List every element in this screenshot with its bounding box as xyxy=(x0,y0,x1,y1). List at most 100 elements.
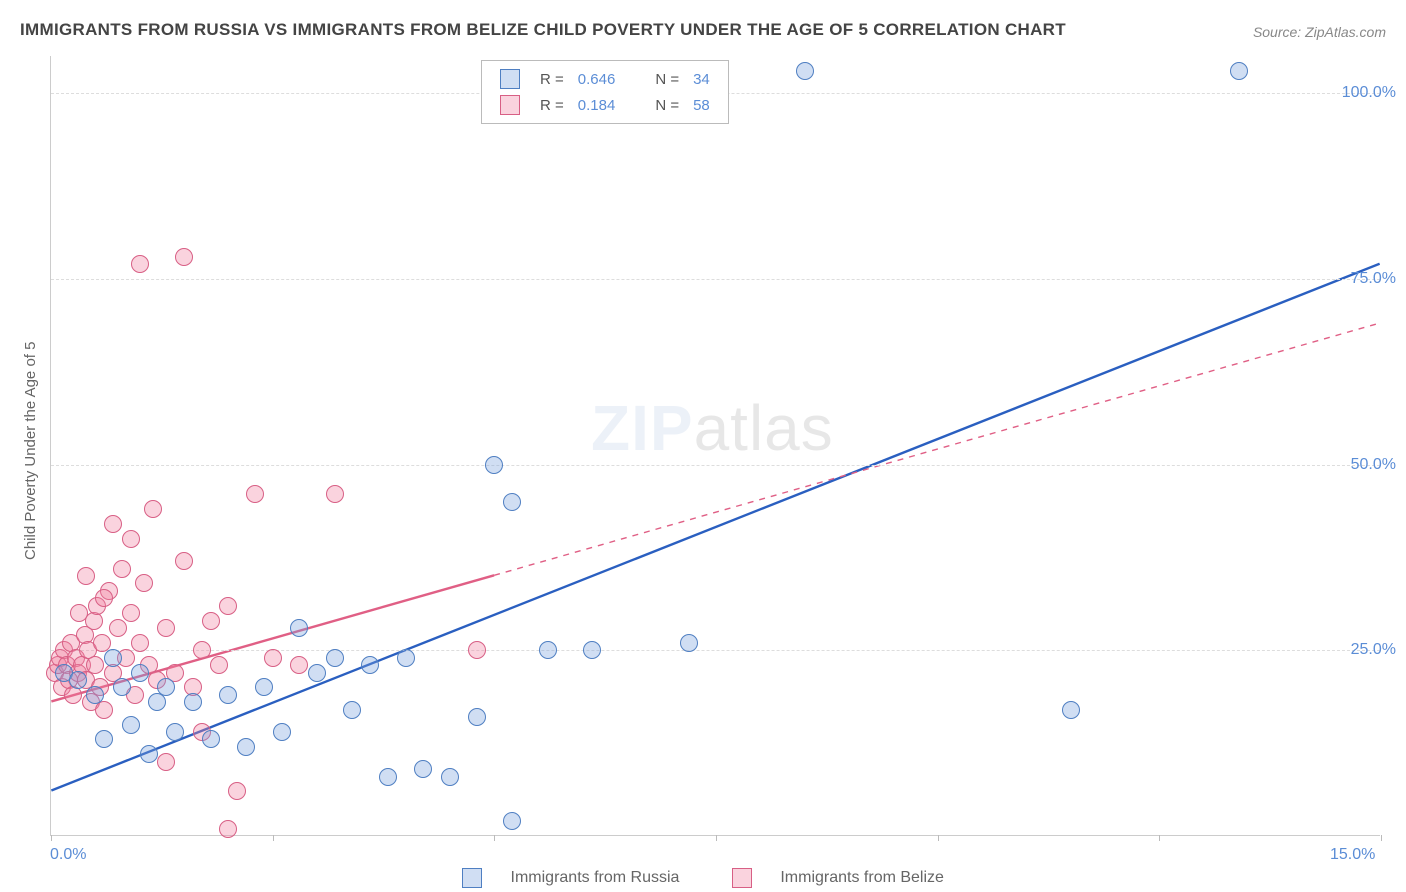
scatter-point-russia xyxy=(184,693,202,711)
scatter-point-russia xyxy=(157,678,175,696)
trend-lines xyxy=(51,56,1380,835)
scatter-point-belize xyxy=(131,634,149,652)
x-tick-mark xyxy=(273,835,274,841)
scatter-point-russia xyxy=(468,708,486,726)
scatter-point-russia xyxy=(290,619,308,637)
scatter-point-russia xyxy=(255,678,273,696)
legend-row: R =0.646N =34 xyxy=(494,67,716,91)
scatter-point-russia xyxy=(343,701,361,719)
scatter-point-russia xyxy=(69,671,87,689)
scatter-point-russia xyxy=(796,62,814,80)
scatter-point-belize xyxy=(131,255,149,273)
legend-row: R =0.184N =58 xyxy=(494,93,716,117)
r-label: R = xyxy=(534,93,570,117)
scatter-point-russia xyxy=(86,686,104,704)
scatter-point-belize xyxy=(104,515,122,533)
n-value: 58 xyxy=(687,93,716,117)
scatter-point-belize xyxy=(109,619,127,637)
series-legend: Immigrants from Russia Immigrants from B… xyxy=(0,868,1406,888)
x-tick-mark xyxy=(716,835,717,841)
y-tick-100: 100.0% xyxy=(1342,84,1396,102)
r-value: 0.646 xyxy=(572,67,622,91)
scatter-point-belize xyxy=(77,567,95,585)
scatter-point-belize xyxy=(157,753,175,771)
scatter-point-russia xyxy=(219,686,237,704)
scatter-point-russia xyxy=(1230,62,1248,80)
legend-label-russia: Immigrants from Russia xyxy=(511,869,680,886)
scatter-point-russia xyxy=(539,641,557,659)
scatter-point-russia xyxy=(113,678,131,696)
scatter-point-russia xyxy=(441,768,459,786)
watermark-atlas: atlas xyxy=(694,392,834,464)
scatter-point-russia xyxy=(308,664,326,682)
gridline xyxy=(51,465,1380,466)
scatter-point-belize xyxy=(157,619,175,637)
scatter-point-belize xyxy=(210,656,228,674)
trend-line xyxy=(51,264,1379,791)
scatter-point-belize xyxy=(290,656,308,674)
scatter-point-russia xyxy=(122,716,140,734)
y-axis-label: Child Poverty Under the Age of 5 xyxy=(22,342,39,560)
scatter-point-russia xyxy=(326,649,344,667)
scatter-point-belize xyxy=(175,552,193,570)
x-tick-15: 15.0% xyxy=(1330,846,1375,864)
x-tick-mark xyxy=(1159,835,1160,841)
r-value: 0.184 xyxy=(572,93,622,117)
x-tick-mark xyxy=(51,835,52,841)
scatter-point-russia xyxy=(503,812,521,830)
legend-label-belize: Immigrants from Belize xyxy=(780,869,944,886)
scatter-point-russia xyxy=(503,493,521,511)
chart-title: IMMIGRANTS FROM RUSSIA VS IMMIGRANTS FRO… xyxy=(20,20,1066,40)
scatter-point-russia xyxy=(485,456,503,474)
scatter-point-russia xyxy=(166,723,184,741)
scatter-point-russia xyxy=(237,738,255,756)
x-tick-mark xyxy=(1381,835,1382,841)
source-attribution: Source: ZipAtlas.com xyxy=(1253,24,1386,40)
r-label: R = xyxy=(534,67,570,91)
scatter-point-russia xyxy=(202,730,220,748)
legend-swatch xyxy=(500,69,520,89)
legend-item-russia: Immigrants from Russia xyxy=(450,869,696,886)
scatter-point-belize xyxy=(219,820,237,838)
gridline xyxy=(51,279,1380,280)
legend-item-belize: Immigrants from Belize xyxy=(720,869,956,886)
scatter-point-russia xyxy=(379,768,397,786)
scatter-point-russia xyxy=(680,634,698,652)
scatter-point-belize xyxy=(264,649,282,667)
x-tick-mark xyxy=(938,835,939,841)
scatter-point-belize xyxy=(468,641,486,659)
scatter-point-belize xyxy=(144,500,162,518)
scatter-point-belize xyxy=(246,485,264,503)
y-tick-75: 75.0% xyxy=(1351,270,1396,288)
correlation-legend: R =0.646N =34R =0.184N =58 xyxy=(481,60,729,124)
scatter-point-belize xyxy=(202,612,220,630)
scatter-point-belize xyxy=(228,782,246,800)
scatter-point-russia xyxy=(583,641,601,659)
scatter-plot-area: ZIPatlas R =0.646N =34R =0.184N =58 xyxy=(50,56,1380,836)
scatter-point-russia xyxy=(414,760,432,778)
watermark: ZIPatlas xyxy=(591,391,834,465)
scatter-point-russia xyxy=(1062,701,1080,719)
scatter-point-belize xyxy=(122,530,140,548)
scatter-point-russia xyxy=(95,730,113,748)
scatter-point-belize xyxy=(193,641,211,659)
y-tick-50: 50.0% xyxy=(1351,456,1396,474)
scatter-point-belize xyxy=(326,485,344,503)
scatter-point-russia xyxy=(397,649,415,667)
scatter-point-belize xyxy=(86,656,104,674)
trend-line xyxy=(494,323,1380,575)
x-tick-mark xyxy=(494,835,495,841)
scatter-point-russia xyxy=(361,656,379,674)
scatter-point-belize xyxy=(122,604,140,622)
legend-swatch-belize xyxy=(732,868,752,888)
scatter-point-belize xyxy=(175,248,193,266)
legend-swatch-russia xyxy=(462,868,482,888)
x-tick-0: 0.0% xyxy=(50,846,86,864)
n-label: N = xyxy=(649,67,685,91)
watermark-zip: ZIP xyxy=(591,392,694,464)
legend-swatch xyxy=(500,95,520,115)
scatter-point-russia xyxy=(273,723,291,741)
scatter-point-belize xyxy=(95,589,113,607)
scatter-point-russia xyxy=(131,664,149,682)
y-tick-25: 25.0% xyxy=(1351,641,1396,659)
